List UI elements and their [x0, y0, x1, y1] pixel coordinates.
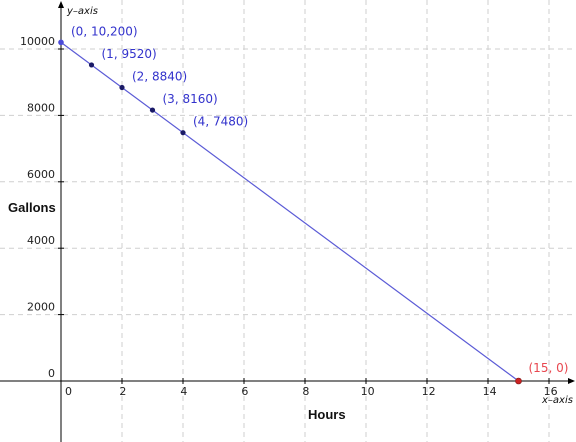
data-label: (2, 8840) [132, 70, 187, 84]
x-tick-label: 4 [180, 385, 187, 398]
x-tick-label: 8 [302, 385, 309, 398]
data-point [88, 62, 95, 68]
x-tick-label: 0 [65, 385, 72, 398]
x-tick-label: 10 [361, 385, 375, 398]
point-labels: (0, 10,200) (1, 9520) (2, 8840) (3, 8160) (4… [71, 24, 568, 375]
x-axis-arrow [568, 378, 575, 384]
data-label: (4, 7480) [193, 115, 248, 129]
x-tick-label: 12 [422, 385, 436, 398]
data-point [58, 39, 64, 46]
y-axis-name: y–axis [66, 6, 98, 17]
y-tick-label: 6000 [27, 168, 55, 181]
y-tick-label: 8000 [27, 101, 55, 114]
data-point [149, 107, 156, 113]
data-label: (0, 10,200) [71, 24, 138, 38]
data-points [58, 39, 522, 385]
data-label: (15, 0) [529, 361, 569, 375]
x-tick-label: 14 [483, 385, 497, 398]
x-tick-label: 6 [241, 385, 248, 398]
data-label: (1, 9520) [102, 47, 157, 61]
y-tick-label: 10000 [20, 35, 55, 48]
data-point [515, 377, 522, 385]
y-tick-label: 0 [48, 367, 55, 380]
y-axis-title: Gallons [8, 200, 56, 215]
gallons-line [60, 41, 519, 382]
y-axis-arrow [58, 1, 64, 8]
data-point [119, 84, 125, 91]
x-axis-title: Hours [308, 407, 346, 422]
x-axis-name: x–axis [541, 395, 573, 406]
y-tick-label: 2000 [27, 301, 55, 314]
x-tick-label: 2 [119, 385, 126, 398]
x-tick-label: 16 [544, 385, 558, 398]
series-line [60, 41, 519, 382]
data-point [180, 130, 186, 136]
y-tick-label: 4000 [27, 234, 55, 247]
data-label: (3, 8160) [163, 92, 218, 106]
tick-labels: 0 2 4 6 8 10 12 14 16 0 2000 4000 6000 8000 10000 [20, 35, 558, 398]
